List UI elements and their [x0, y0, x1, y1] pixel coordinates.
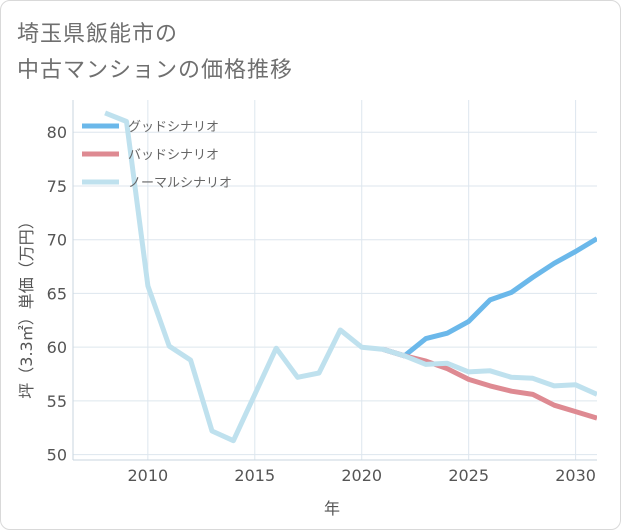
- series-line-normal: [104, 110, 597, 444]
- legend-item: グッドシナリオ: [82, 120, 219, 135]
- y-tick-label: 75: [47, 177, 67, 196]
- x-tick-label: 2030: [555, 466, 596, 485]
- grid-lines: [73, 100, 597, 460]
- y-tick-label: 80: [47, 123, 67, 142]
- x-axis-label: 年: [324, 499, 340, 518]
- legend-label: ノーマルシナリオ: [128, 176, 232, 191]
- legend-item: バッドシナリオ: [82, 148, 219, 163]
- axes: 50 55 60 65 70 75 80 2010 2015 2020 2025 2030: [47, 100, 597, 485]
- series-line-good: [382, 236, 597, 359]
- y-tick-label: 70: [47, 231, 67, 250]
- y-tick-label: 50: [47, 446, 67, 465]
- legend-item: ノーマルシナリオ: [82, 176, 232, 191]
- x-tick-label: 2015: [234, 466, 275, 485]
- legend-label: バッドシナリオ: [128, 148, 219, 163]
- y-tick-label: 65: [47, 284, 67, 303]
- x-tick-label: 2020: [341, 466, 382, 485]
- chart-title: 埼玉県飯能市の 中古マンションの価格推移: [17, 17, 577, 89]
- chart-title-line-1: 埼玉県飯能市の: [17, 22, 179, 47]
- x-tick-label: 2025: [448, 466, 489, 485]
- chart-title-line-2: 中古マンションの価格推移: [17, 58, 294, 83]
- series-lines: [104, 110, 597, 444]
- y-tick-label: 60: [47, 338, 67, 357]
- y-axis-label: 坪（3.3㎡）単価（万円）: [17, 213, 36, 398]
- x-tick-label: 2010: [127, 466, 168, 485]
- y-tick-label: 55: [47, 392, 67, 411]
- legend-label: グッドシナリオ: [128, 120, 219, 135]
